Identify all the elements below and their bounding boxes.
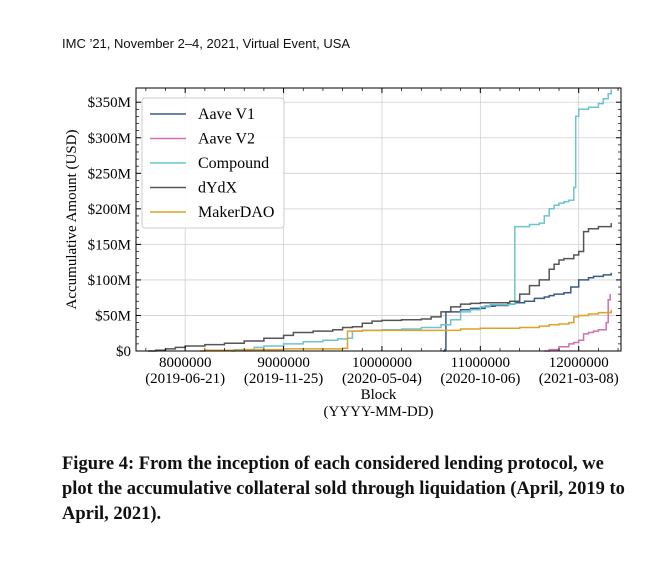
x-tick-label: 9000000 bbox=[257, 355, 310, 371]
legend-box bbox=[141, 97, 285, 229]
x-tick-date-label: (2019-06-21) bbox=[145, 371, 225, 387]
series-line-dydx bbox=[147, 223, 612, 352]
y-tick-label: $50M bbox=[95, 308, 131, 324]
legend-label: MakerDAO bbox=[198, 204, 274, 221]
series-line-compound bbox=[231, 89, 612, 352]
y-tick-label: $100M bbox=[88, 273, 131, 289]
plot-frame bbox=[135, 87, 622, 352]
y-tick-label: $250M bbox=[88, 166, 131, 182]
x-tick-date-label: (2020-10-06) bbox=[440, 371, 520, 387]
y-tick-label: $350M bbox=[88, 95, 131, 111]
x-tick-date-label: (2019-11-25) bbox=[244, 371, 323, 387]
y-tick-label: $200M bbox=[88, 202, 131, 218]
running-header: IMC ’21, November 2–4, 2021, Virtual Eve… bbox=[62, 36, 351, 51]
figure-caption: Figure 4: From the inception of each con… bbox=[62, 454, 625, 524]
y-axis-label: Accumulative Amount (USD) bbox=[64, 130, 80, 310]
line-chart: $0 $50M $100M $150M $200M $250M $300M $350M 8000… bbox=[64, 87, 622, 420]
x-axis-sublabel: (YYYY-MM-DD) bbox=[324, 404, 434, 420]
series-line-aave-v2 bbox=[544, 294, 611, 352]
series-line-makerdao bbox=[199, 309, 612, 352]
x-tick-date-label: (2021-03-08) bbox=[539, 371, 619, 387]
x-tick-label: 8000000 bbox=[159, 355, 212, 371]
x-axis-label: Block bbox=[361, 387, 397, 403]
legend-label: Aave V2 bbox=[198, 131, 255, 148]
legend-label: dYdX bbox=[198, 180, 238, 197]
y-tick-label: $300M bbox=[88, 131, 131, 147]
x-tick-label: 10000000 bbox=[352, 355, 412, 371]
legend-label: Compound bbox=[198, 155, 269, 172]
axis-ticks: $0 $50M $100M $150M $200M $250M $300M $350M 8000… bbox=[88, 88, 621, 387]
x-tick-label: 12000000 bbox=[549, 355, 609, 371]
x-tick-date-label: (2020-05-04) bbox=[342, 371, 422, 387]
legend: Aave V1 Aave V2 Compound dYdX MakerDAO bbox=[141, 97, 285, 229]
y-tick-label: $0 bbox=[116, 344, 131, 360]
x-tick-label: 11000000 bbox=[451, 355, 510, 371]
legend-label: Aave V1 bbox=[198, 106, 255, 123]
y-tick-label: $150M bbox=[88, 237, 131, 253]
series-group bbox=[147, 89, 612, 352]
